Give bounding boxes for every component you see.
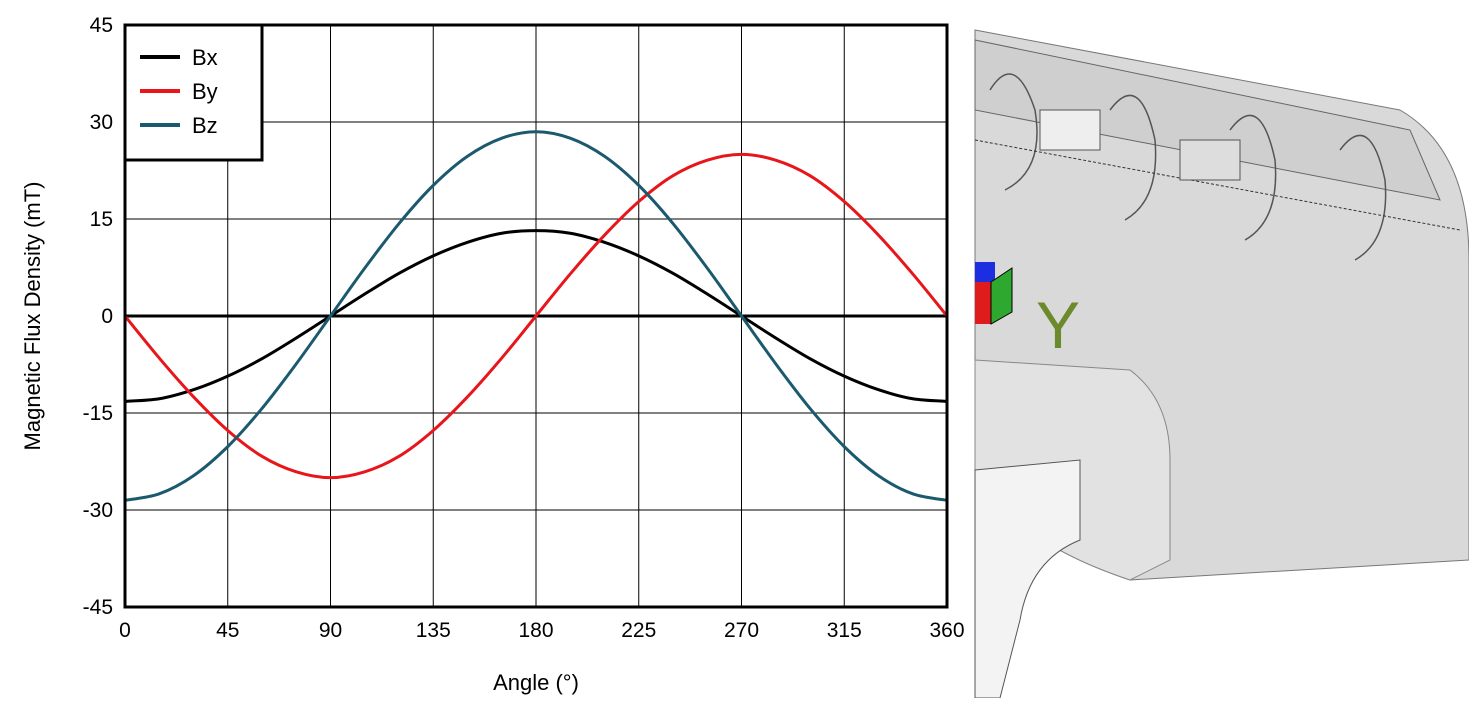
axis-label: Y: [1036, 288, 1080, 362]
magnet-block: [1040, 110, 1100, 150]
page: Y 0 45 90 135 180 225 270 315 360 -45 -30 -15 0 15 30 4…: [0, 0, 1469, 698]
chart: 0 45 90 135 180 225 270 315 360 -45 -30 -15 0 15 30 45 B…: [20, 14, 965, 695]
y-tick-label: 30: [90, 111, 113, 134]
triad-red: [975, 282, 991, 324]
x-tick-label: 225: [621, 619, 656, 642]
x-tick-label: 315: [827, 619, 862, 642]
x-tick-label: 360: [929, 619, 964, 642]
x-tick-label: 45: [216, 619, 239, 642]
render-panel: Y: [975, 0, 1469, 698]
x-tick-label: 180: [518, 619, 553, 642]
x-axis-label: Angle (°): [493, 670, 579, 695]
legend-label: By: [192, 79, 218, 104]
magnet-block: [1180, 140, 1240, 180]
y-tick-label: -30: [83, 499, 113, 522]
legend-label: Bx: [192, 45, 218, 70]
triad-blue: [975, 262, 995, 282]
y-tick-label: -45: [83, 596, 113, 619]
x-tick-label: 90: [319, 619, 342, 642]
y-tick-label: 0: [101, 305, 113, 328]
x-tick-label: 0: [119, 619, 131, 642]
y-tick-label: 15: [90, 208, 113, 231]
legend-label: Bz: [192, 113, 218, 138]
x-tick-label: 135: [416, 619, 451, 642]
legend: Bx By Bz: [125, 25, 262, 160]
x-tick-label: 270: [724, 619, 759, 642]
y-tick-label: 45: [90, 14, 113, 37]
y-tick-label: -15: [83, 402, 113, 425]
y-axis-label: Magnetic Flux Density (mT): [20, 182, 45, 451]
